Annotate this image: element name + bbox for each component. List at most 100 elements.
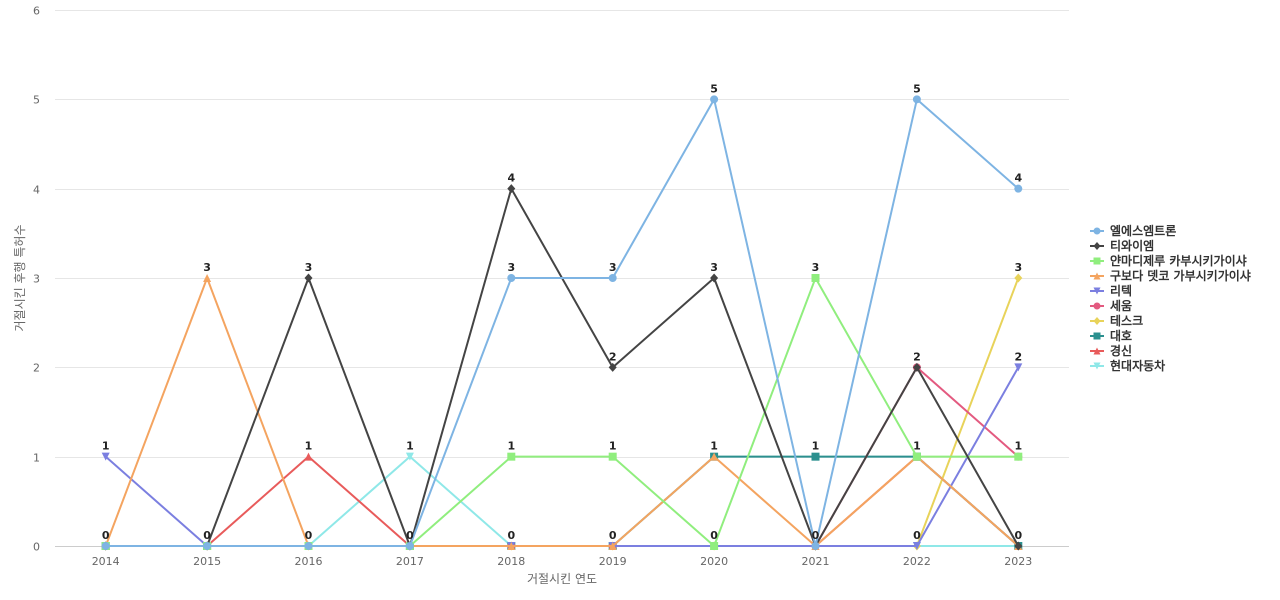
- data-label: 3: [710, 261, 718, 274]
- data-label: 0: [913, 529, 921, 542]
- series-1: [101, 95, 1023, 550]
- y-tick-label: 4: [33, 184, 40, 197]
- data-point: [1093, 287, 1101, 295]
- data-label: 1: [710, 440, 718, 453]
- data-point: [1093, 332, 1101, 340]
- data-point: [507, 184, 516, 194]
- data-label: 1: [102, 440, 110, 453]
- legend-item: 구보다 뎃코 가부시키가이샤: [1090, 268, 1251, 283]
- data-label: 1: [406, 440, 414, 453]
- legend-item: 엘에스엠트론: [1090, 223, 1176, 238]
- legend-item: 리텍: [1090, 283, 1132, 298]
- x-tick-label: 2023: [1004, 555, 1032, 568]
- series-4: [101, 274, 1023, 550]
- data-point: [1093, 302, 1101, 310]
- legend-label: 현대자동차: [1110, 358, 1165, 373]
- data-point: [1014, 452, 1023, 461]
- x-tick-label: 2016: [295, 555, 323, 568]
- x-tick-label: 2014: [92, 555, 120, 568]
- y-tick-label: 6: [33, 5, 40, 18]
- data-point: [203, 542, 212, 550]
- x-axis-ticks: 2014 2015 2016 2017 2018 2019 2020 2021 2022 2023: [92, 555, 1033, 568]
- data-label: 5: [913, 82, 921, 95]
- legend-label: 경신: [1110, 343, 1132, 358]
- data-point: [912, 95, 921, 104]
- data-point: [811, 452, 820, 461]
- x-tick-label: 2019: [599, 555, 627, 568]
- legend-item: 현대자동차: [1090, 358, 1165, 373]
- data-label: 3: [305, 261, 313, 274]
- series-7: [101, 273, 1023, 551]
- data-label: 1: [812, 440, 820, 453]
- data-point: [608, 362, 617, 372]
- data-point: [811, 274, 820, 282]
- data-label: 3: [609, 261, 617, 274]
- x-tick-label: 2018: [497, 555, 525, 568]
- legend-label: 대호: [1110, 329, 1132, 343]
- y-tick-label: 3: [33, 273, 40, 286]
- data-label: 2: [1014, 350, 1022, 363]
- data-label: 0: [102, 529, 110, 542]
- x-axis-title: 거절시킨 연도: [527, 572, 597, 586]
- y-tick-label: 1: [33, 452, 40, 465]
- data-label: 2: [609, 350, 617, 363]
- data-point: [710, 452, 719, 461]
- legend-label: 엘에스엠트론: [1110, 223, 1176, 238]
- data-point: [507, 274, 516, 282]
- data-label: 0: [507, 529, 515, 542]
- legend-label: 리텍: [1110, 283, 1132, 298]
- data-point: [811, 542, 820, 550]
- data-point: [608, 452, 617, 461]
- legend-item: 대호: [1090, 329, 1132, 343]
- data-point: [101, 542, 110, 550]
- data-point: [710, 542, 719, 550]
- series-8: [101, 452, 1023, 550]
- data-label: 1: [507, 440, 515, 453]
- data-point: [1093, 242, 1101, 250]
- data-point: [1014, 273, 1023, 283]
- data-label: 0: [203, 529, 211, 542]
- y-axis-ticks: 0 1 2 3 4 5 6: [33, 5, 40, 554]
- legend-label: 구보다 뎃코 가부시키가이샤: [1110, 268, 1251, 283]
- data-label: 1: [1014, 440, 1022, 453]
- data-point: [101, 452, 110, 461]
- data-point: [304, 273, 313, 283]
- data-label: 3: [1014, 261, 1022, 274]
- x-tick-label: 2021: [802, 555, 830, 568]
- series-10: [101, 452, 1023, 550]
- series-group: [101, 95, 1023, 551]
- data-point: [1014, 541, 1023, 551]
- series-line: [105, 277, 1019, 547]
- legend-label: 얀마디제루 카부시키가이샤: [1110, 253, 1247, 268]
- data-point: [1093, 347, 1101, 355]
- legend-item: 세움: [1090, 298, 1132, 313]
- x-tick-label: 2017: [396, 555, 424, 568]
- data-point: [1093, 257, 1101, 265]
- data-point: [912, 362, 921, 372]
- data-label: 0: [406, 529, 414, 542]
- x-tick-label: 2022: [903, 555, 931, 568]
- data-label: 0: [609, 529, 617, 542]
- data-label: 2: [913, 350, 921, 363]
- series-line: [104, 277, 1019, 547]
- series-line: [105, 455, 1019, 547]
- data-point: [203, 274, 212, 282]
- data-point: [608, 274, 617, 282]
- x-tick-label: 2020: [700, 555, 728, 568]
- data-point: [1093, 362, 1101, 370]
- data-labels: 1 0 3 0 3 1 0 1 0 4 3 1 0 3 2 1 0 5 3 1 0 3 1 0 5 2 1 0 4 3 2 1 0: [102, 82, 1023, 542]
- data-point: [912, 542, 921, 550]
- legend-label: 티와이엠: [1110, 238, 1154, 253]
- legend-label: 테스크: [1110, 314, 1143, 328]
- y-tick-label: 5: [33, 94, 40, 107]
- y-tick-label: 0: [33, 541, 40, 554]
- data-label: 1: [305, 440, 313, 453]
- data-point: [405, 542, 414, 550]
- data-point: [1093, 227, 1101, 235]
- data-point: [1093, 317, 1101, 325]
- series-line: [105, 455, 1019, 547]
- series-line: [105, 277, 1020, 547]
- data-point: [710, 273, 719, 283]
- data-label: 4: [507, 172, 515, 185]
- data-point: [507, 542, 516, 550]
